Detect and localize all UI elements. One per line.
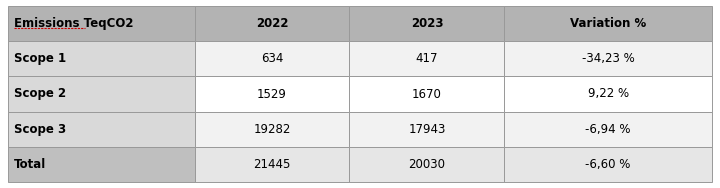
Bar xyxy=(504,112,712,147)
Bar xyxy=(504,76,712,112)
Text: 21445: 21445 xyxy=(253,158,291,171)
Bar xyxy=(8,112,194,147)
Bar xyxy=(504,147,712,182)
Bar xyxy=(8,6,194,41)
Text: Scope 2: Scope 2 xyxy=(14,87,66,101)
Bar xyxy=(349,41,504,76)
Bar xyxy=(349,147,504,182)
Text: 9,22 %: 9,22 % xyxy=(588,87,629,101)
Text: 1529: 1529 xyxy=(257,87,287,101)
Bar xyxy=(194,41,349,76)
Bar xyxy=(504,41,712,76)
Text: 20030: 20030 xyxy=(408,158,446,171)
Text: 634: 634 xyxy=(261,52,283,65)
Text: 19282: 19282 xyxy=(253,123,291,136)
Bar xyxy=(8,76,194,112)
Bar xyxy=(504,6,712,41)
Bar xyxy=(194,147,349,182)
Text: 1670: 1670 xyxy=(412,87,442,101)
Text: 17943: 17943 xyxy=(408,123,446,136)
Text: -34,23 %: -34,23 % xyxy=(582,52,634,65)
Text: -6,94 %: -6,94 % xyxy=(585,123,631,136)
Bar xyxy=(194,76,349,112)
Text: 2022: 2022 xyxy=(256,17,288,30)
Bar xyxy=(8,41,194,76)
Text: Scope 1: Scope 1 xyxy=(14,52,66,65)
Bar xyxy=(349,76,504,112)
Bar xyxy=(194,6,349,41)
Text: Variation %: Variation % xyxy=(570,17,647,30)
Text: 417: 417 xyxy=(415,52,438,65)
Bar xyxy=(8,147,194,182)
Text: Emissions TeqCO2: Emissions TeqCO2 xyxy=(14,17,133,30)
Text: Scope 3: Scope 3 xyxy=(14,123,66,136)
Bar xyxy=(349,6,504,41)
Text: Total: Total xyxy=(14,158,46,171)
Bar xyxy=(349,112,504,147)
Text: -6,60 %: -6,60 % xyxy=(585,158,631,171)
Bar xyxy=(194,112,349,147)
Text: 2023: 2023 xyxy=(410,17,443,30)
